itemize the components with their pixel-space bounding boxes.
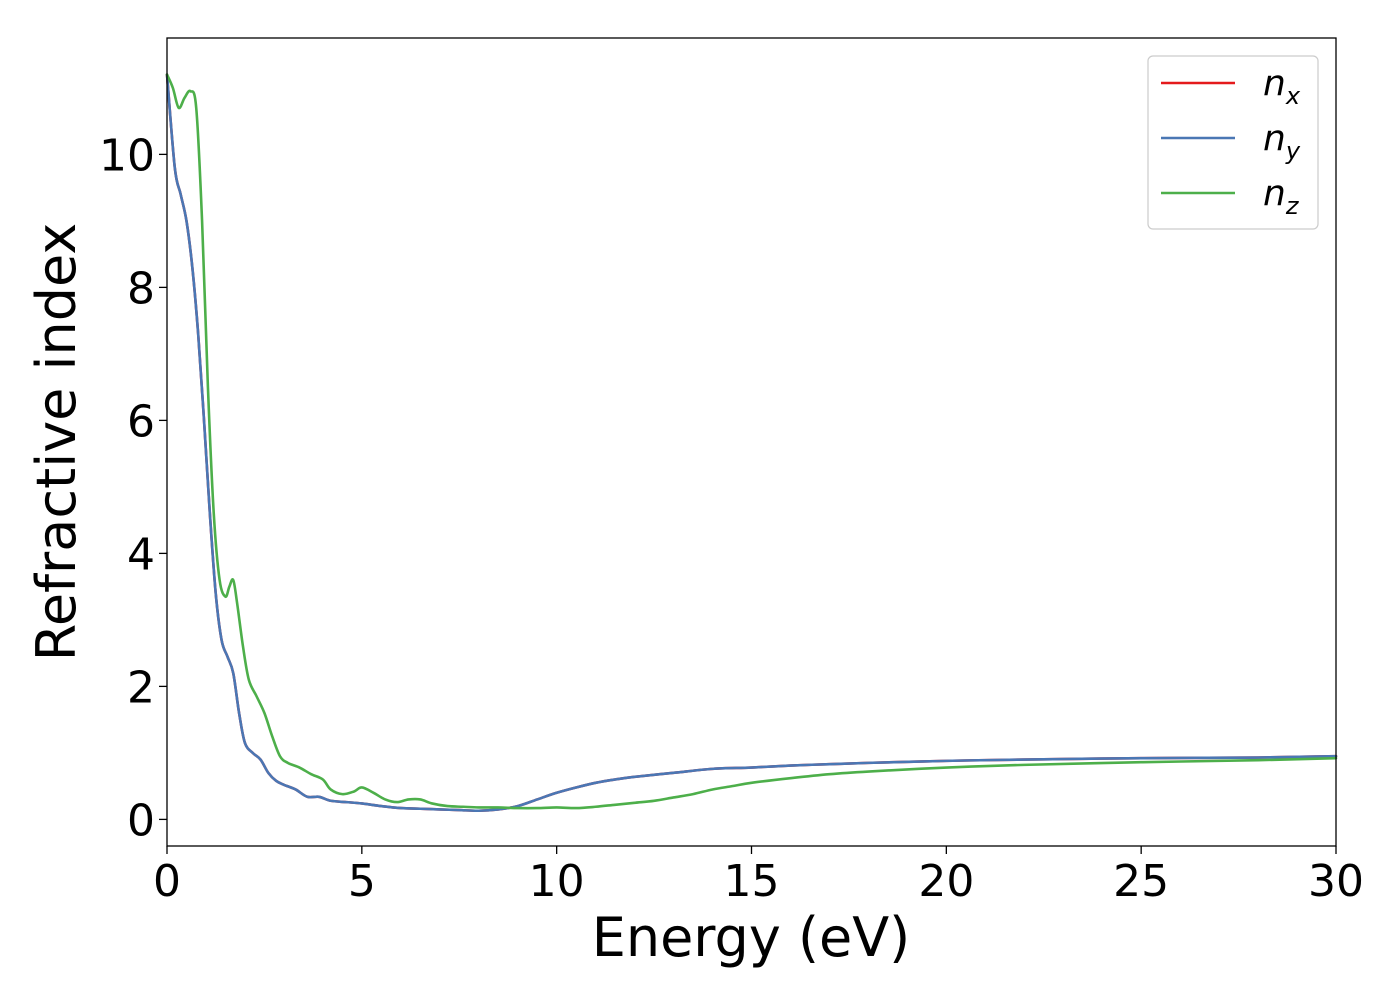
- legend-label-z: nz: [1263, 173, 1300, 220]
- series-line-n-y: [165, 73, 1338, 813]
- x-tick-label: 20: [918, 856, 974, 907]
- legend-box: [1147, 55, 1319, 230]
- y-axis-label: Refractive index: [25, 223, 88, 662]
- series-layer: [165, 73, 1338, 813]
- x-tick-label: 30: [1308, 856, 1364, 907]
- x-tick-label: 15: [724, 856, 780, 907]
- x-tick-label: 10: [529, 856, 585, 907]
- y-tick-label: 8: [127, 263, 155, 314]
- y-axis-ticks: 0 2 4 6 8 10: [99, 130, 167, 846]
- x-tick-label: 25: [1113, 856, 1169, 907]
- y-tick-label: 10: [99, 130, 155, 181]
- y-tick-label: 4: [127, 529, 155, 580]
- x-axis-label: Energy (eV): [592, 906, 911, 969]
- x-tick-label: 0: [153, 856, 181, 907]
- plot-background: [167, 38, 1336, 846]
- x-axis-ticks: 0 5 10 15 20 25 30: [153, 846, 1364, 907]
- legend-label-y: ny: [1263, 118, 1301, 165]
- x-tick-label: 5: [348, 856, 376, 907]
- y-tick-label: 2: [127, 662, 155, 713]
- legend: nx ny nz: [1147, 55, 1319, 230]
- y-tick-label: 6: [127, 396, 155, 447]
- series-line-n-z: [165, 73, 1338, 810]
- legend-label-x: nx: [1263, 63, 1301, 110]
- y-tick-label: 0: [127, 795, 155, 846]
